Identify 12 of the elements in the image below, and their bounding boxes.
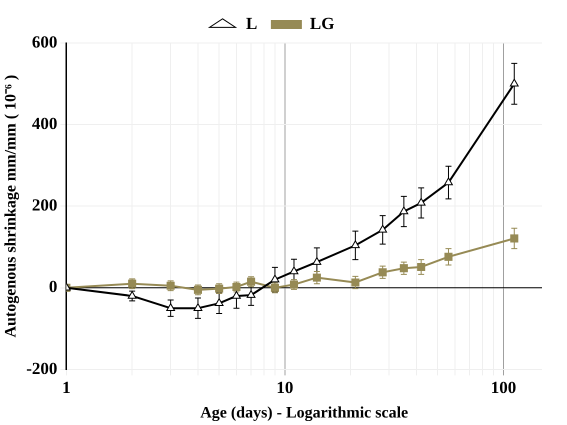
y-tick-label: -200 (26, 358, 58, 378)
y-tick-label: 400 (32, 114, 58, 133)
y-tick-label: 200 (32, 196, 58, 215)
y-tick-label: 0 (48, 277, 58, 296)
x-tick-label: 1 (62, 378, 71, 397)
y-axis-title: Autogenous shrinkage mm/mm ( 10⁻⁶ ) (2, 74, 20, 338)
x-tick-label: 100 (490, 378, 516, 397)
x-tick-label: 10 (276, 378, 294, 397)
y-tick-label: 600 (32, 32, 58, 52)
legend-label: L (246, 14, 258, 33)
x-axis-title: Age (days) - Logarithmic scale (200, 404, 408, 422)
legend-label: LG (310, 14, 334, 33)
